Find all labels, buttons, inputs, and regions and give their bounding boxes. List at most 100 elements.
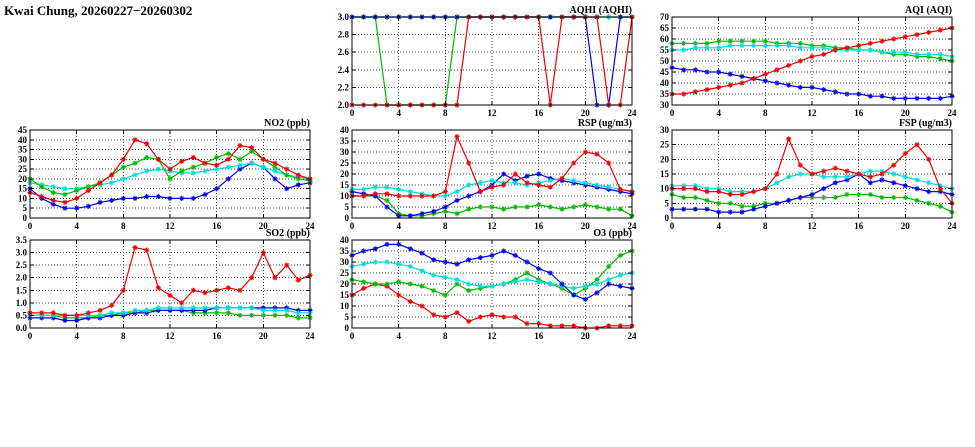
svg-text:40: 40 (340, 125, 350, 135)
svg-text:8: 8 (121, 331, 126, 341)
svg-text:4: 4 (396, 331, 401, 341)
svg-text:25: 25 (18, 164, 28, 174)
chart-aqi: 70 65 60 55 50 45 40 35 30 0 4 8 12 16 20 24 AQI (AQI) (650, 2, 964, 123)
svg-text:35: 35 (340, 246, 350, 256)
svg-text:20: 20 (581, 221, 591, 231)
svg-text:25: 25 (340, 158, 350, 168)
svg-text:SO2 (ppb): SO2 (ppb) (266, 228, 310, 239)
svg-text:1.0: 1.0 (16, 298, 28, 308)
svg-text:8: 8 (443, 221, 448, 231)
svg-text:8: 8 (121, 221, 126, 231)
svg-text:24: 24 (948, 108, 958, 118)
svg-text:1.5: 1.5 (16, 285, 28, 295)
svg-text:0: 0 (665, 213, 670, 223)
svg-text:20: 20 (581, 108, 591, 118)
svg-text:40: 40 (18, 135, 28, 145)
svg-text:15: 15 (340, 180, 350, 190)
svg-text:8: 8 (443, 331, 448, 341)
svg-text:8: 8 (443, 108, 448, 118)
svg-text:10: 10 (18, 193, 28, 203)
svg-text:12: 12 (488, 221, 498, 231)
svg-text:24: 24 (948, 221, 958, 231)
svg-text:12: 12 (808, 108, 818, 118)
svg-text:30: 30 (340, 257, 350, 267)
svg-text:AQHI (AQHI): AQHI (AQHI) (570, 5, 633, 16)
svg-text:0: 0 (345, 213, 350, 223)
svg-text:2.0: 2.0 (16, 273, 28, 283)
svg-text:2.4: 2.4 (338, 65, 350, 75)
chart-plot-fsp: 30 25 20 15 10 5 00 4 8 12 16 20 24 FSP (ug/m3) (660, 118, 958, 231)
svg-text:25: 25 (340, 268, 350, 278)
svg-text:35: 35 (660, 89, 670, 99)
svg-text:0.0: 0.0 (16, 323, 28, 333)
chart-aqhi: 3.0 2.8 2.6 2.4 2.2 2.0 0 4 8 12 16 20 24 AQHI (AQHI) (330, 2, 644, 123)
svg-text:0: 0 (28, 331, 33, 341)
svg-text:12: 12 (488, 108, 498, 118)
svg-text:35: 35 (340, 136, 350, 146)
svg-text:30: 30 (340, 147, 350, 157)
svg-text:15: 15 (660, 169, 670, 179)
svg-text:8: 8 (763, 108, 768, 118)
svg-text:35: 35 (18, 145, 28, 155)
svg-text:20: 20 (660, 154, 670, 164)
chart-fsp: 30 25 20 15 10 5 0 0 4 8 12 16 20 24 FSP (ug/m3) (650, 115, 964, 236)
svg-text:0: 0 (670, 108, 675, 118)
svg-text:0: 0 (345, 323, 350, 333)
chart-so2: 3.5 3.0 2.5 2.0 1.5 1.0 0.5 0.0 0 4 8 12 16 20 24 SO2 (… (8, 225, 322, 346)
svg-text:30: 30 (660, 100, 670, 110)
svg-text:10: 10 (660, 184, 670, 194)
svg-text:16: 16 (534, 221, 544, 231)
svg-text:20: 20 (901, 221, 911, 231)
svg-text:0: 0 (670, 221, 675, 231)
svg-text:20: 20 (259, 221, 269, 231)
svg-text:12: 12 (166, 221, 176, 231)
svg-text:45: 45 (660, 67, 670, 77)
svg-text:5: 5 (23, 203, 28, 213)
svg-text:2.0: 2.0 (338, 100, 350, 110)
chart-plot-so2: 3.5 3.0 2.5 2.0 1.5 1.0 0.5 0.00 4 8 12 16 20 24 SO2 (… (16, 228, 316, 341)
svg-text:15: 15 (18, 184, 28, 194)
svg-text:20: 20 (259, 331, 269, 341)
svg-text:20: 20 (581, 331, 591, 341)
svg-text:5: 5 (665, 198, 670, 208)
svg-text:16: 16 (212, 331, 222, 341)
page-title: Kwai Chung, 20260227−20260302 (4, 3, 193, 18)
svg-text:3.0: 3.0 (16, 248, 28, 258)
svg-text:5: 5 (345, 312, 350, 322)
chart-no2: 45 40 35 30 25 20 15 10 5 0 0 4 8 12 16 20 24 NO2 (ppb) (8, 115, 322, 236)
svg-text:16: 16 (534, 108, 544, 118)
svg-text:24: 24 (628, 331, 638, 341)
svg-text:55: 55 (660, 45, 670, 55)
svg-text:24: 24 (306, 331, 316, 341)
svg-text:2.6: 2.6 (338, 47, 350, 57)
svg-text:12: 12 (488, 331, 498, 341)
svg-text:24: 24 (628, 221, 638, 231)
svg-text:20: 20 (340, 169, 350, 179)
svg-text:30: 30 (18, 154, 28, 164)
svg-text:0: 0 (350, 108, 355, 118)
svg-text:20: 20 (340, 279, 350, 289)
svg-text:NO2 (ppb): NO2 (ppb) (264, 118, 310, 129)
svg-text:25: 25 (660, 140, 670, 150)
svg-text:15: 15 (340, 290, 350, 300)
svg-text:2.8: 2.8 (338, 30, 350, 40)
svg-text:4: 4 (74, 221, 79, 231)
svg-text:4: 4 (716, 108, 721, 118)
svg-text:4: 4 (716, 221, 721, 231)
svg-text:24: 24 (306, 221, 316, 231)
svg-text:16: 16 (854, 108, 864, 118)
svg-text:0: 0 (28, 221, 33, 231)
svg-text:12: 12 (808, 221, 818, 231)
svg-text:60: 60 (660, 34, 670, 44)
svg-text:24: 24 (628, 108, 638, 118)
svg-text:4: 4 (74, 331, 79, 341)
svg-text:RSP (ug/m3): RSP (ug/m3) (578, 118, 632, 129)
svg-text:0: 0 (350, 221, 355, 231)
svg-text:30: 30 (660, 125, 670, 135)
svg-text:O3 (ppb): O3 (ppb) (593, 228, 632, 239)
svg-text:40: 40 (660, 78, 670, 88)
svg-text:3.5: 3.5 (16, 235, 28, 245)
